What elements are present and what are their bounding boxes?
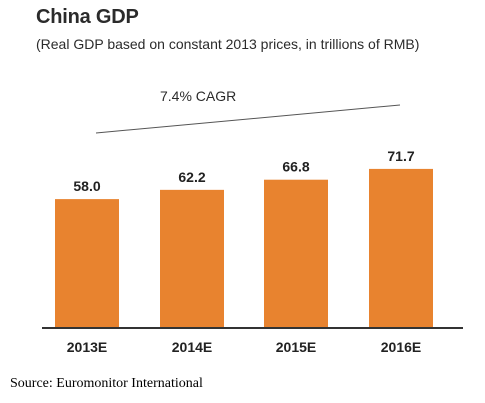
category-label: 2014E: [172, 339, 212, 355]
value-label: 58.0: [73, 178, 100, 194]
category-label: 2013E: [67, 339, 107, 355]
cagr-annotation: 7.4% CAGR: [160, 88, 236, 104]
value-label: 71.7: [387, 148, 414, 164]
value-label: 66.8: [282, 159, 309, 175]
category-label: 2015E: [276, 339, 316, 355]
chart-title: China GDP: [36, 6, 139, 28]
cagr-trend-line: [95, 104, 401, 134]
bars-group: 58.0 2013E 62.2 2014E 66.8 2015E 71.7 2016E: [55, 148, 433, 355]
category-label: 2016E: [381, 339, 421, 355]
bar-2015E: [264, 179, 328, 327]
bar-2016E: [369, 168, 433, 327]
chart-subtitle: (Real GDP based on constant 2013 prices,…: [36, 36, 420, 52]
bar-2014E: [160, 189, 224, 327]
source-note: Source: Euromonitor International: [10, 376, 203, 391]
bar-2013E: [55, 199, 119, 327]
value-label: 62.2: [178, 169, 205, 185]
